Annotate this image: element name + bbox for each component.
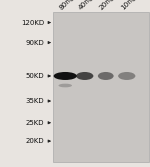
Text: 10ng: 10ng bbox=[120, 0, 137, 11]
Text: 25KD: 25KD bbox=[26, 120, 44, 126]
Ellipse shape bbox=[76, 72, 93, 80]
Text: 90KD: 90KD bbox=[26, 40, 44, 46]
Text: 40ng: 40ng bbox=[78, 0, 95, 11]
Bar bbox=[53, 12, 149, 162]
Text: 80ng: 80ng bbox=[58, 0, 75, 11]
Text: 120KD: 120KD bbox=[21, 20, 44, 26]
Text: 50KD: 50KD bbox=[26, 73, 44, 79]
Ellipse shape bbox=[98, 72, 114, 80]
Ellipse shape bbox=[54, 72, 77, 80]
Text: 20KD: 20KD bbox=[26, 138, 44, 144]
Ellipse shape bbox=[118, 72, 135, 80]
Ellipse shape bbox=[58, 84, 72, 87]
Text: 20ng: 20ng bbox=[99, 0, 116, 11]
Text: 35KD: 35KD bbox=[26, 98, 44, 104]
